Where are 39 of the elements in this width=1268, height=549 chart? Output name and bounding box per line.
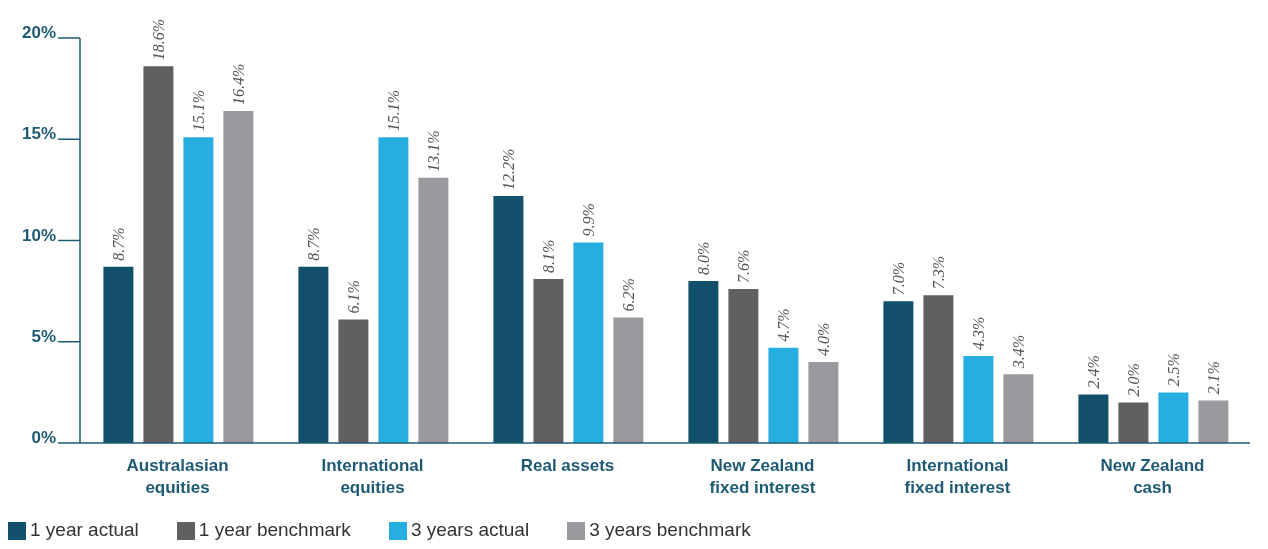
data-label: 9.9%: [579, 203, 597, 237]
legend-label: 3 years benchmark: [589, 519, 751, 540]
data-label: 8.7%: [304, 227, 322, 261]
data-label: 2.4%: [1084, 355, 1102, 389]
x-tick-label: Real assets: [520, 456, 615, 475]
data-label: 16.4%: [229, 63, 247, 105]
data-label: 8.7%: [109, 227, 127, 261]
data-label: 4.7%: [774, 308, 792, 342]
data-label: 4.3%: [969, 316, 987, 350]
data-label: 8.0%: [694, 241, 712, 275]
legend-label: 3 years actual: [410, 519, 530, 540]
data-label: 13.1%: [424, 130, 442, 172]
data-label: 7.6%: [734, 249, 752, 284]
data-label: 15.1%: [384, 89, 402, 132]
y-tick-label: 15%: [21, 124, 56, 144]
data-label: 4.0%: [814, 322, 832, 356]
x-tick-label: International fixed interest: [904, 456, 1011, 497]
x-tick-label: New Zealand cash: [1100, 456, 1205, 497]
data-label: 18.6%: [149, 19, 167, 61]
data-label: 2.1%: [1204, 361, 1222, 395]
y-tick-label: 5%: [31, 326, 56, 346]
x-tick-label: Australasian equities: [126, 456, 229, 497]
y-tick-label: 0%: [31, 428, 56, 448]
legend-label: 1 year benchmark: [198, 519, 351, 540]
x-tick-label: New Zealand fixed interest: [709, 456, 816, 497]
data-label: 6.1%: [344, 280, 362, 314]
data-label: 3.4%: [1009, 334, 1027, 370]
x-tick-label: International equities: [321, 456, 424, 497]
data-label: 6.2%: [619, 278, 637, 312]
data-label: 12.2%: [499, 148, 517, 190]
y-tick-label: 20%: [21, 23, 56, 43]
data-label: 2.0%: [1124, 363, 1142, 397]
data-label: 7.3%: [929, 255, 947, 290]
legend-label: 1 year actual: [30, 519, 139, 540]
data-label: 2.5%: [1164, 353, 1182, 387]
data-label: 8.1%: [539, 239, 557, 273]
data-label: 7.0%: [889, 261, 907, 296]
y-tick-label: 10%: [21, 225, 56, 245]
data-label: 15.1%: [189, 89, 207, 132]
